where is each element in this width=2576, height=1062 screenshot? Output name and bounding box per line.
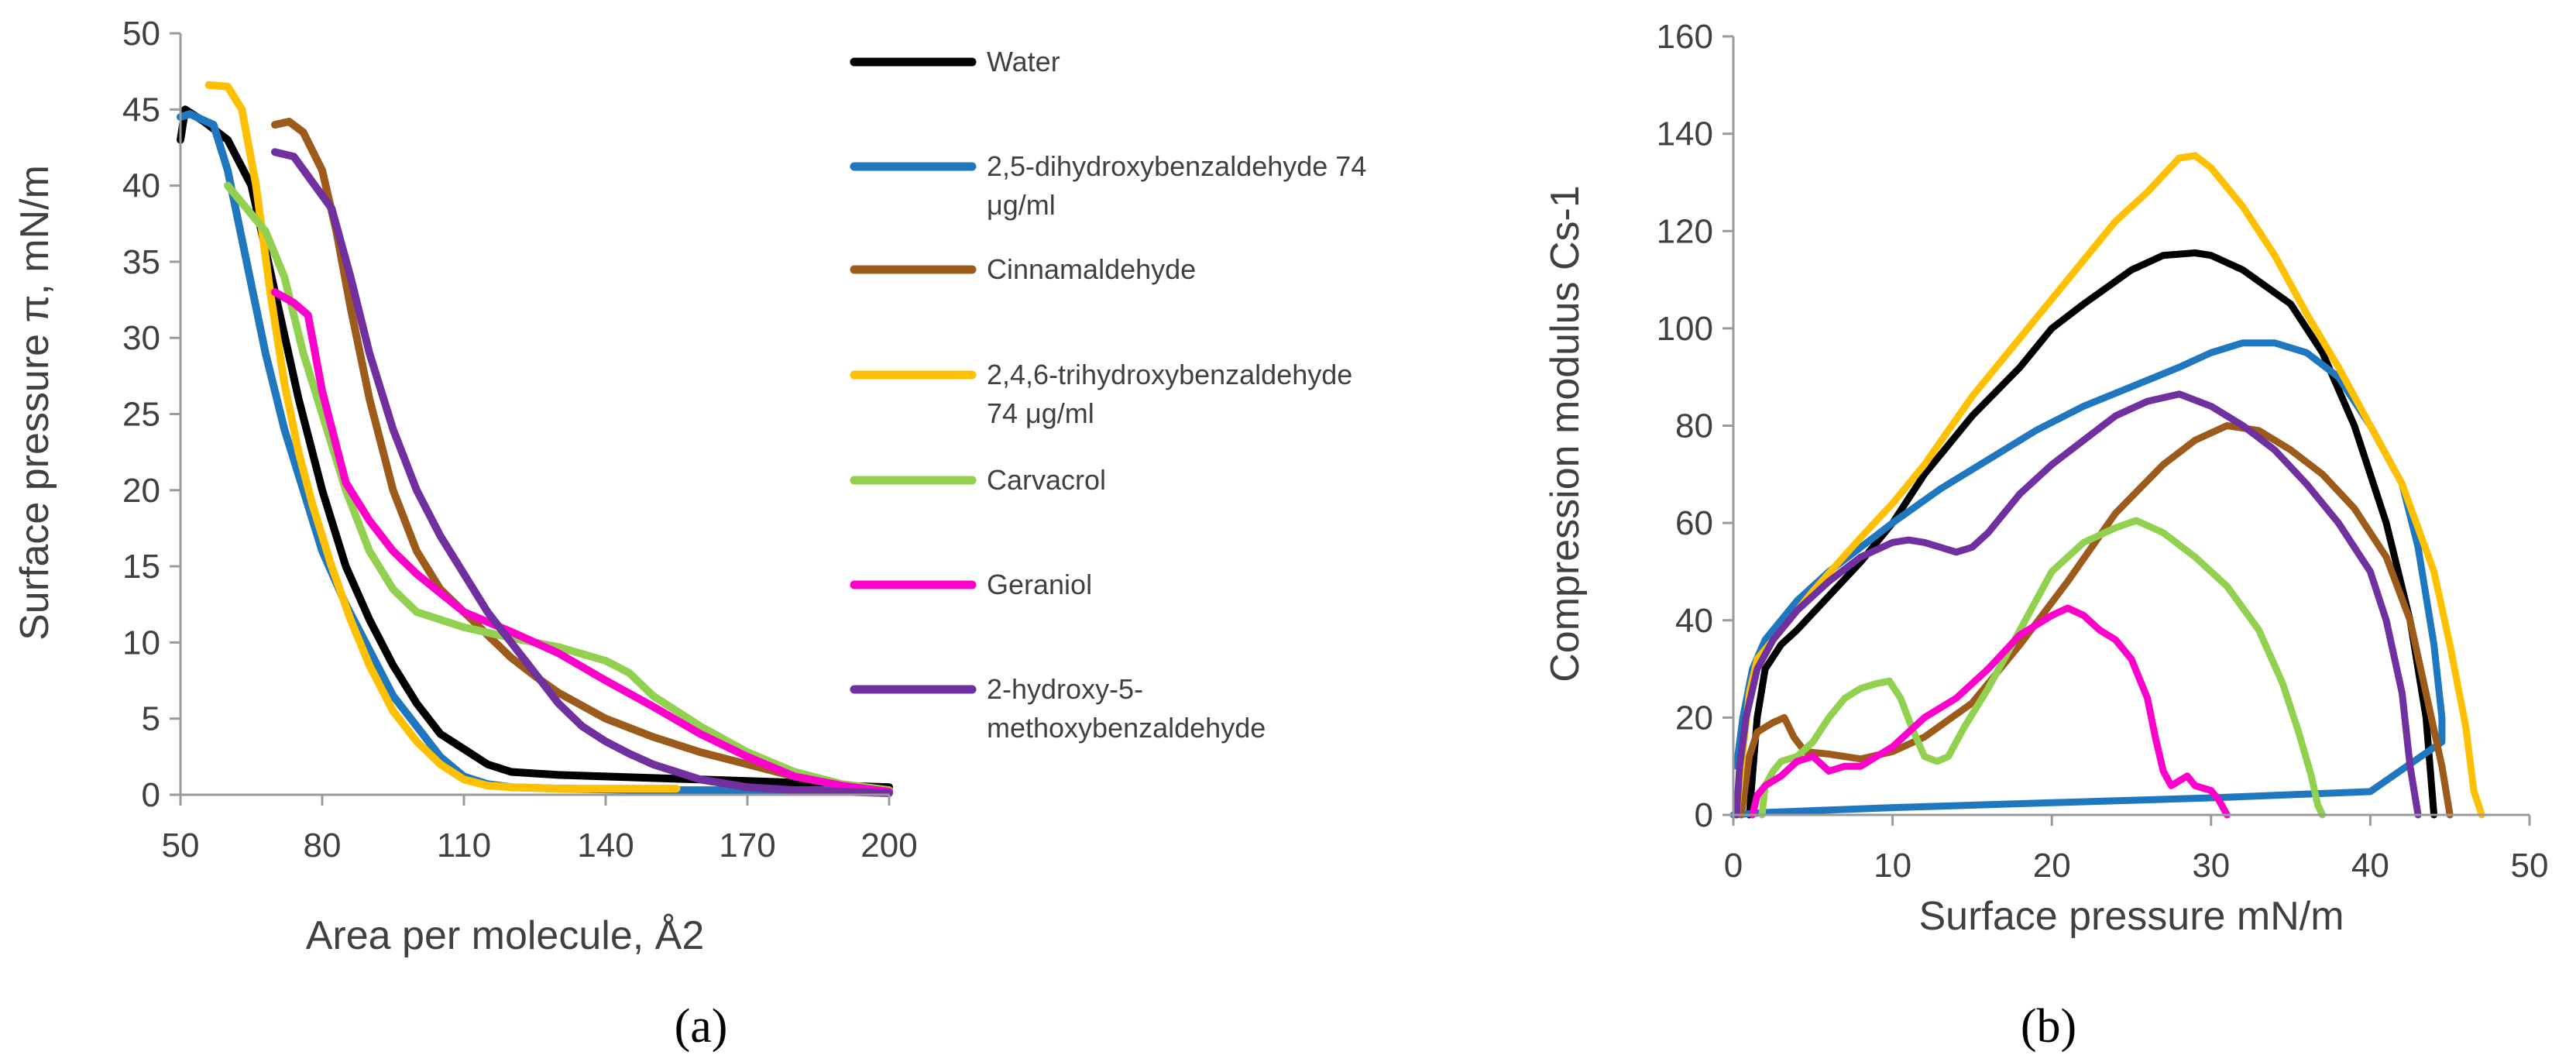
legend-label: Geraniol <box>987 569 1092 600</box>
chart-b-y-tick-label: 40 <box>1675 602 1713 640</box>
chart-a-y-tick-label: 5 <box>142 700 160 738</box>
legend-label: 2-hydroxy-5-methoxybenzaldehyde <box>987 673 1266 744</box>
chart-a-series-2-hydroxy-5-methoxybenzaldehyde <box>271 148 893 797</box>
chart-a-y-axis-label: Surface pressure π, mN/m <box>12 165 57 641</box>
chart-b-series-2-hydroxy-5-methoxybenzaldehyde <box>1733 390 2422 819</box>
chart-a-panel-label: (a) <box>675 1000 728 1053</box>
chart-a-x-tick-label: 110 <box>437 827 491 864</box>
chart-a-y-tick-label: 40 <box>122 167 160 205</box>
chart-b-plot <box>1729 152 2485 819</box>
chart-b-y-tick-label: 60 <box>1675 504 1713 542</box>
chart-a-x-tick-label: 170 <box>719 827 775 864</box>
chart-b-series-2-5-dihydroxybenzaldehyde-74-g-ml <box>1729 339 2446 819</box>
chart-a-y-tick-label: 35 <box>122 243 160 281</box>
legend-item-2-5-dihydroxybenzaldehyde-74-g-ml: 2,5-dihydroxybenzaldehyde 74 μg/ml <box>850 150 1366 221</box>
chart-a-y-tick-label: 10 <box>122 624 160 662</box>
legend-label: Carvacrol <box>987 464 1106 496</box>
chart-a-x-tick-label: 200 <box>860 827 917 864</box>
legend-item-2-4-6-trihydroxybenzaldehyde-74-g-ml: 2,4,6-trihydroxybenzaldehyde 74 μg/ml <box>850 359 1352 429</box>
chart-b-y-tick-label: 160 <box>1657 18 1713 56</box>
legend-item-water: Water <box>850 46 1060 77</box>
chart-b-y-tick-label: 140 <box>1657 115 1713 153</box>
chart-b-y-tick-label: 120 <box>1657 212 1713 250</box>
chart-b-x-axis-label: Surface pressure mN/m <box>1918 894 2344 939</box>
chart-a-y-tick-label: 25 <box>122 396 160 434</box>
chart-b-x-tick-label: 0 <box>1724 847 1743 885</box>
chart-a-y-tick-label: 20 <box>122 472 160 510</box>
chart-b-x-tick-label: 20 <box>2033 847 2071 885</box>
chart-b-y-tick-label: 80 <box>1675 407 1713 445</box>
chart-b: 0 20 40 60 80 100 120 140 160 0 10 20 30 40 50 Surface… <box>1543 18 2548 1053</box>
chart-b-panel-label: (b) <box>2021 1000 2076 1053</box>
chart-b-y-tick-label: 0 <box>1695 796 1713 834</box>
chart-a-x-tick-label: 50 <box>162 827 200 864</box>
chart-b-series-cinnamaldehyde <box>1737 422 2454 819</box>
chart-b-series-carvacrol <box>1758 517 2327 819</box>
legend-item-carvacrol: Carvacrol <box>850 464 1106 496</box>
chart-a-x-axis-label: Area per molecule, Å2 <box>306 913 705 958</box>
chart-a-y-tick-label: 30 <box>122 319 160 357</box>
chart-b-axes: 0 20 40 60 80 100 120 140 160 0 10 20 30 40 50 <box>1657 18 2549 885</box>
chart-a-y-tick-label: 45 <box>122 91 160 129</box>
legend-label: 2,5-dihydroxybenzaldehyde 74 μg/ml <box>987 150 1366 221</box>
legend: Water 2,5-dihydroxybenzaldehyde 74 μg/ml Ci… <box>850 46 1366 744</box>
chart-b-x-tick-label: 30 <box>2192 847 2230 885</box>
chart-a-series-cinnamaldehyde <box>271 118 893 795</box>
chart-b-series-water <box>1746 249 2438 819</box>
chart-a-x-tick-label: 80 <box>304 827 342 864</box>
chart-a-y-tick-label: 50 <box>122 15 160 53</box>
legend-label: 2,4,6-trihydroxybenzaldehyde 74 μg/ml <box>987 359 1352 429</box>
chart-b-y-tick-label: 100 <box>1657 310 1713 348</box>
chart-a: 0 5 10 15 20 25 30 35 40 45 50 50 80 110 140 170 200 Are… <box>12 15 1366 1053</box>
chart-b-x-tick-label: 50 <box>2511 847 2549 885</box>
chart-a-series-geraniol <box>271 288 893 796</box>
chart-b-series-geraniol <box>1749 604 2231 819</box>
legend-label: Cinnamaldehyde <box>987 253 1196 285</box>
chart-a-series-2-5-dihydroxybenzaldehyde-74-g-ml <box>177 110 893 795</box>
legend-item-cinnamaldehyde: Cinnamaldehyde <box>850 253 1196 285</box>
chart-b-x-tick-label: 10 <box>1874 847 1911 885</box>
legend-item-2-hydroxy-5-methoxybenzaldehyde: 2-hydroxy-5-methoxybenzaldehyde <box>850 673 1266 744</box>
chart-b-y-axis-label: Compression modulus Cs-1 <box>1543 185 1588 682</box>
chart-b-y-tick-label: 20 <box>1675 699 1713 737</box>
legend-item-geraniol: Geraniol <box>850 569 1092 600</box>
legend-label: Water <box>987 46 1060 77</box>
chart-a-x-tick-label: 140 <box>577 827 634 864</box>
chart-a-y-tick-label: 15 <box>122 548 160 586</box>
chart-b-x-tick-label: 40 <box>2351 847 2389 885</box>
chart-a-y-tick-label: 0 <box>142 776 160 814</box>
chart-a-axes: 0 5 10 15 20 25 30 35 40 45 50 50 80 110 140 170 200 <box>122 15 918 864</box>
chart-a-plot <box>177 81 893 797</box>
chart-b-series-2-4-6-trihydroxybenzaldehyde-74-g-ml <box>1733 152 2485 819</box>
